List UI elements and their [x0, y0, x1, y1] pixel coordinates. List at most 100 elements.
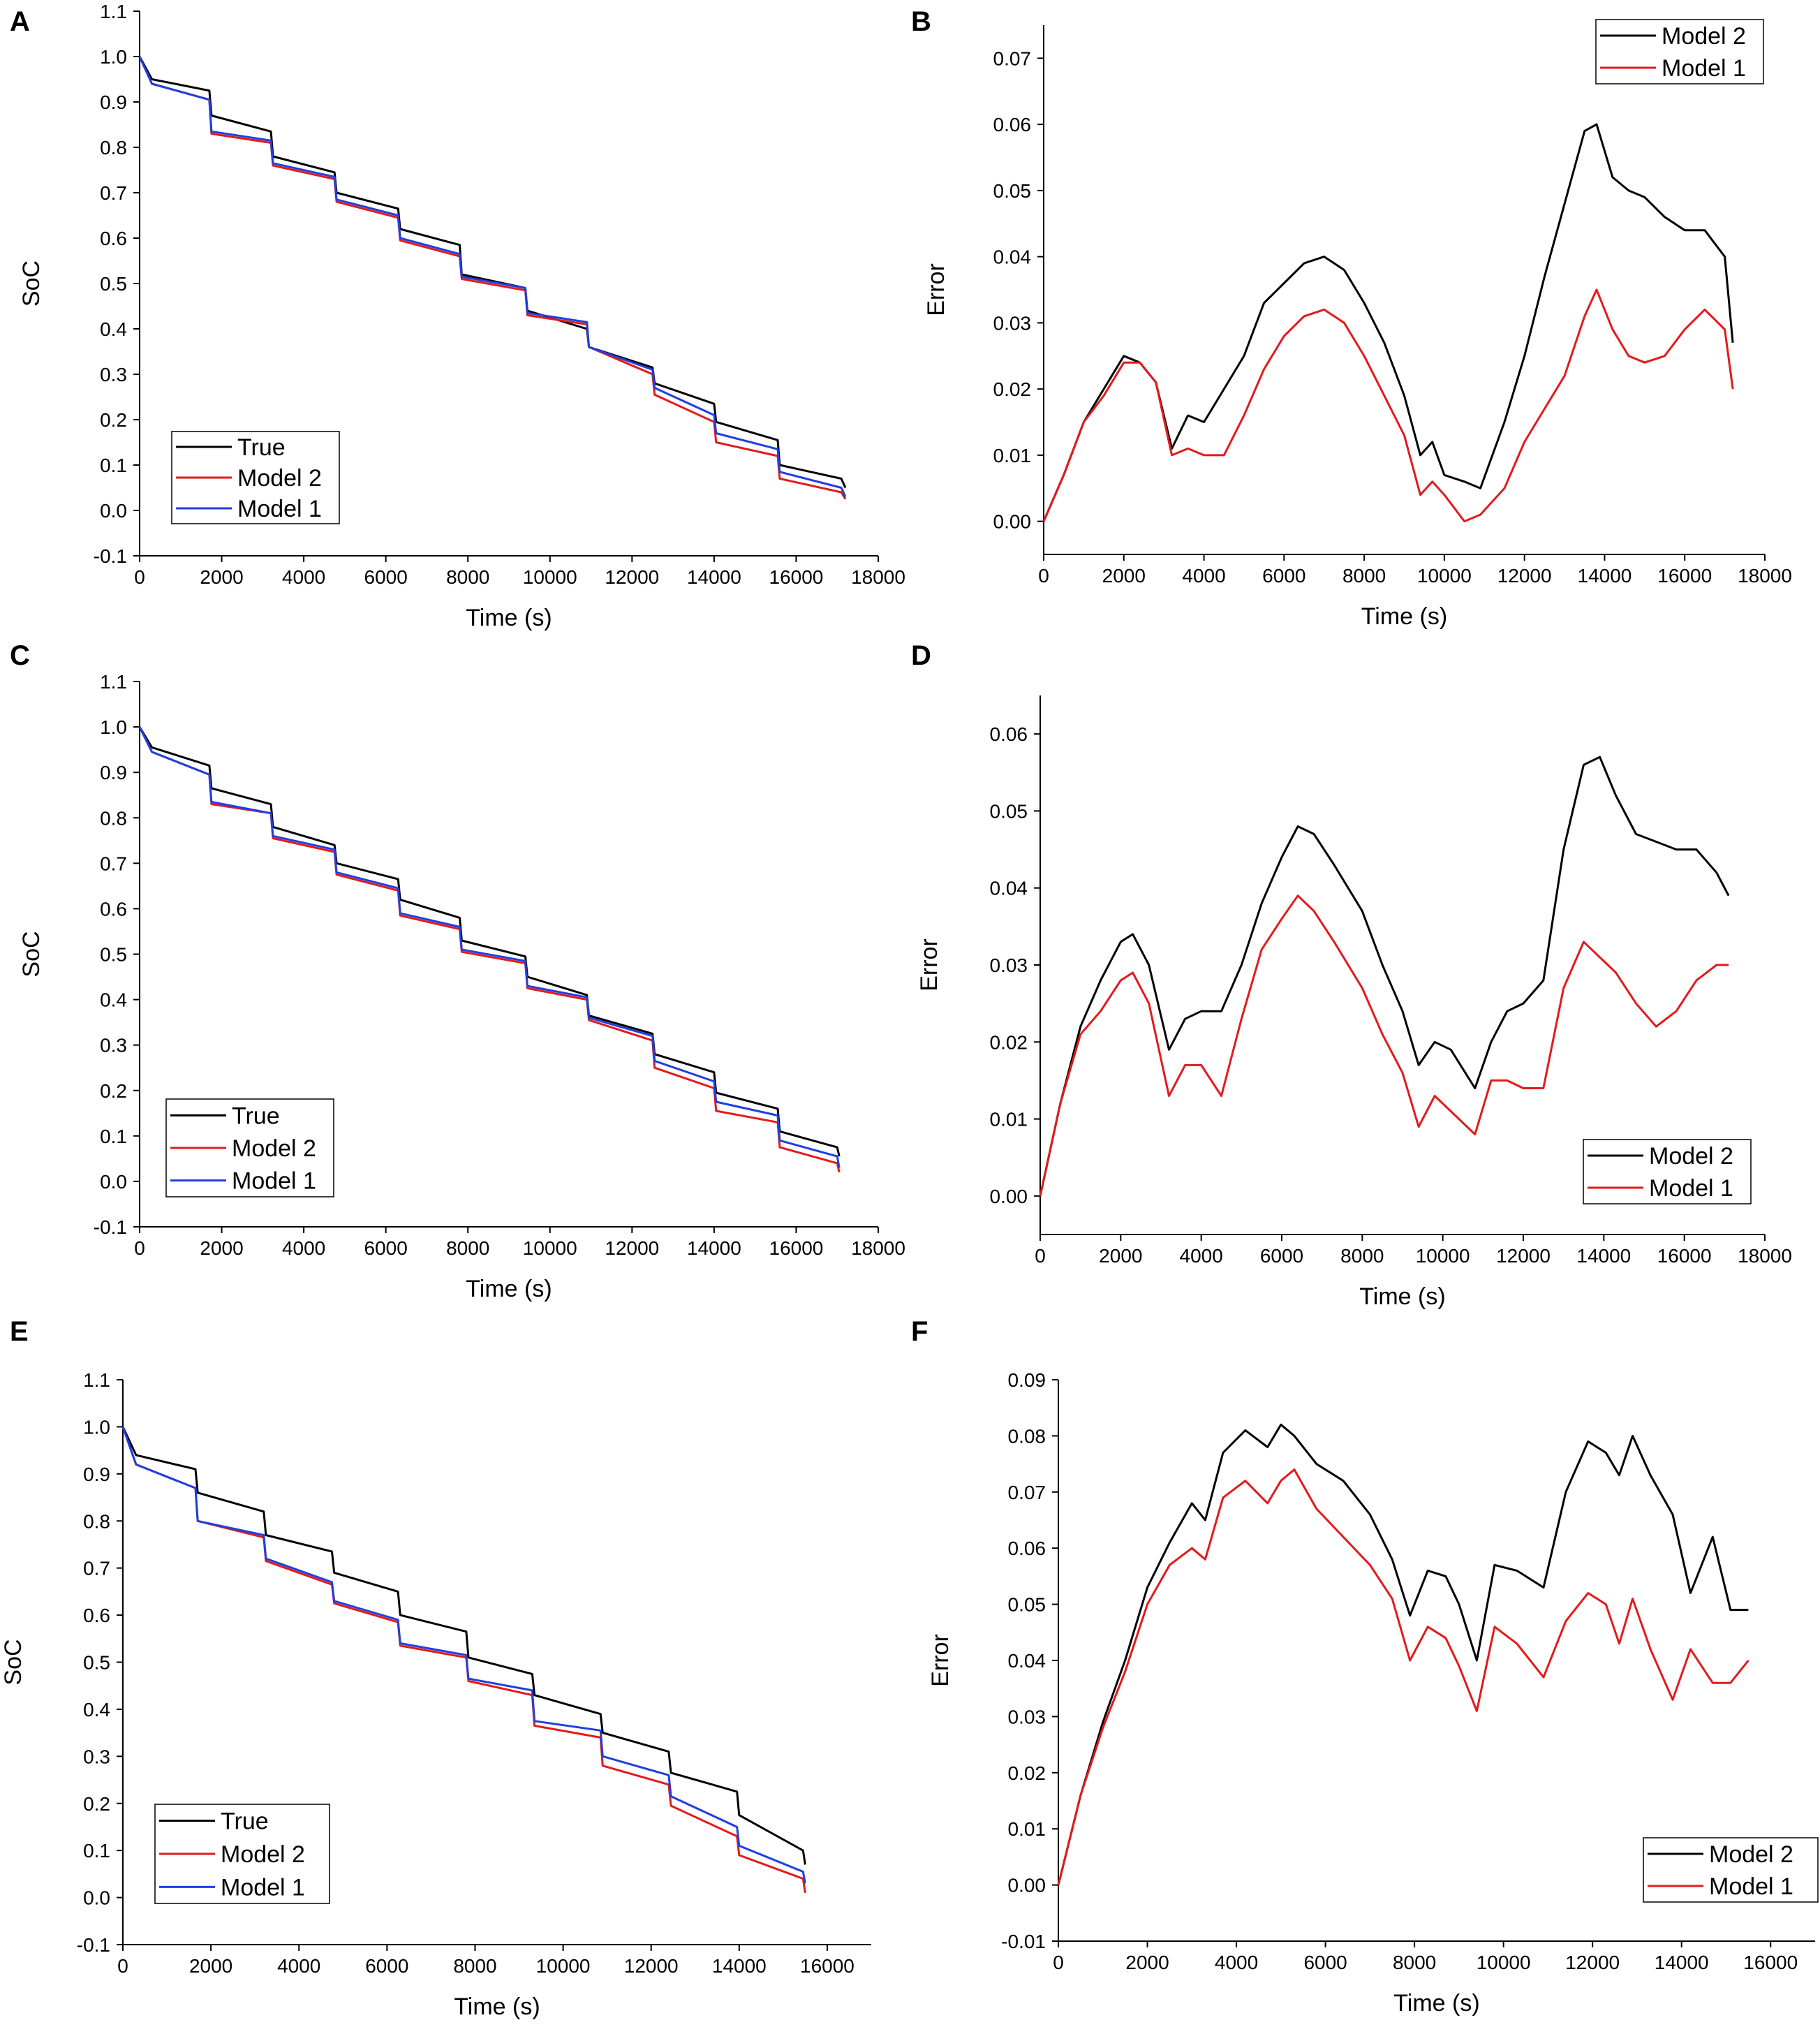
y-axis-title: Error: [923, 263, 949, 316]
series-line-true: [138, 726, 841, 1157]
y-axis-title: Error: [916, 938, 942, 992]
legend: Model 2 Model 1: [1643, 1837, 1819, 1903]
series-line-model-1: [1057, 1468, 1749, 1885]
legend-entry: Model 2: [237, 465, 322, 492]
x-tick-label: 6000: [365, 1955, 408, 1977]
y-tick-label: 0.04: [990, 878, 1028, 899]
x-tick-label: 16000: [769, 1237, 824, 1259]
panel-c: C 0 2000 4000 6000 8000 10000 12000 14000 16000 18…: [10, 640, 905, 1302]
y-tick-label: 0.04: [993, 246, 1032, 268]
y-tick-label: 0.00: [1008, 1875, 1046, 1896]
x-tick-label: 4000: [1182, 565, 1225, 587]
x-axis-title: Time (s): [1359, 1283, 1445, 1310]
legend-entry: Model 1: [1709, 1873, 1793, 1900]
y-axis-title: SoC: [18, 260, 45, 307]
y-tick-label: 0.1: [100, 1126, 127, 1147]
y-tick-label: 0.7: [100, 853, 127, 874]
x-tick-label: 2000: [189, 1955, 232, 1977]
legend: True Model 2 Model 1: [171, 431, 340, 524]
legend-entry: Model 2: [221, 1841, 305, 1868]
y-tick-label: 0.4: [100, 318, 127, 340]
y-tick-label: 1.1: [100, 1, 127, 22]
x-tick-label: 12000: [1565, 1952, 1620, 1973]
x-tick-label: 6000: [1260, 1245, 1303, 1267]
x-tick-label: 4000: [277, 1955, 320, 1977]
y-tick-label: 0.04: [1008, 1650, 1046, 1672]
y-tick-label: 0.0: [83, 1887, 110, 1909]
x-axis-title: Time (s): [454, 1994, 540, 2020]
panel-letter: F: [911, 1316, 928, 1347]
x-tick-label: 14000: [687, 1237, 741, 1259]
x-tick-label: 4000: [282, 1237, 325, 1259]
series-line-model-1: [1042, 288, 1734, 523]
x-tick-label: 16000: [769, 566, 824, 588]
y-tick-label: 0.2: [100, 1080, 127, 1102]
y-tick-label: 0.6: [83, 1605, 110, 1626]
y-tick-label: 0.4: [83, 1699, 110, 1720]
y-tick-label: -0.1: [94, 1216, 127, 1238]
x-tick-label: 0: [1053, 1952, 1064, 1973]
x-tick-label: 6000: [364, 1237, 408, 1259]
x-tick-label: 2000: [1099, 1245, 1142, 1267]
legend-box: [1643, 1837, 1819, 1903]
x-tick-label: 10000: [523, 566, 577, 588]
y-axis-title: SoC: [0, 1639, 27, 1685]
x-tick-label: 6000: [1262, 565, 1305, 587]
x-tick-label: 12000: [1496, 1245, 1551, 1267]
x-tick-label: 14000: [1655, 1952, 1709, 1973]
legend-entry: Model 1: [232, 1168, 316, 1195]
x-tick-label: 4000: [282, 566, 325, 588]
series-line-model-2: [1042, 123, 1734, 522]
y-tick-label: 1.1: [100, 671, 127, 693]
x-tick-label: 14000: [1576, 1245, 1631, 1267]
legend: True Model 2 Model 1: [154, 1804, 330, 1904]
x-tick-label: 0: [117, 1955, 128, 1977]
series-line-model-1: [138, 56, 847, 498]
y-tick-label: 0.02: [990, 1031, 1028, 1053]
x-tick-label: 10000: [1477, 1952, 1531, 1973]
legend-entry: Model 1: [1649, 1175, 1733, 1202]
x-axis-title: Time (s): [1393, 1990, 1479, 2017]
x-tick-label: 6000: [364, 566, 408, 588]
y-tick-label: 0.08: [1008, 1425, 1046, 1447]
legend-entry: Model 2: [1709, 1841, 1793, 1868]
legend-entry: Model 2: [232, 1135, 316, 1162]
series-line-model-2: [1057, 1423, 1749, 1885]
panel-b: B 0 2000 4000 6000 8000 10000 12000 14000 16000 18…: [911, 6, 1792, 630]
x-tick-label: 16000: [1657, 1245, 1712, 1267]
x-tick-label: 4000: [1215, 1952, 1258, 1973]
y-tick-label: 0.3: [83, 1746, 110, 1767]
x-tick-label: 18000: [1738, 1245, 1792, 1267]
y-tick-label: 0.03: [990, 955, 1028, 976]
y-axis-title: Error: [927, 1634, 954, 1687]
y-tick-label: 0.5: [83, 1652, 110, 1674]
x-tick-label: 16000: [1657, 565, 1712, 587]
legend-entry: Model 1: [237, 496, 322, 522]
y-tick-label: 0.8: [83, 1510, 110, 1532]
y-tick-label: 0.6: [100, 228, 127, 249]
panel-d: D 0 2000 4000 6000 8000 10000 12000 14000 16000 18…: [911, 640, 1792, 1310]
y-tick-label: 0.00: [990, 1186, 1028, 1207]
x-tick-label: 16000: [800, 1955, 854, 1977]
y-tick-label: 0.00: [993, 511, 1032, 533]
y-tick-label: 0.01: [1008, 1818, 1046, 1840]
legend-entry: Model 2: [1649, 1143, 1733, 1170]
legend-entry: True: [237, 434, 286, 461]
legend-entry: Model 1: [1662, 55, 1746, 82]
y-tick-label: 0.1: [100, 455, 127, 476]
y-tick-label: 0.06: [990, 723, 1028, 745]
y-tick-label: 0.0: [100, 500, 127, 522]
y-tick-label: 0.06: [993, 114, 1032, 135]
y-tick-label: 0.03: [993, 312, 1032, 334]
x-tick-label: 14000: [687, 566, 741, 588]
x-tick-label: 2000: [1125, 1952, 1169, 1973]
series-line-model-1: [138, 726, 841, 1168]
x-tick-label: 18000: [851, 566, 905, 588]
series-line-model-2: [1039, 756, 1730, 1197]
y-tick-label: 0.01: [990, 1109, 1028, 1130]
x-tick-label: 2000: [200, 566, 243, 588]
legend-entry: True: [232, 1103, 280, 1129]
y-tick-label: -0.1: [94, 545, 127, 567]
legend-entry: Model 2: [1662, 23, 1746, 50]
